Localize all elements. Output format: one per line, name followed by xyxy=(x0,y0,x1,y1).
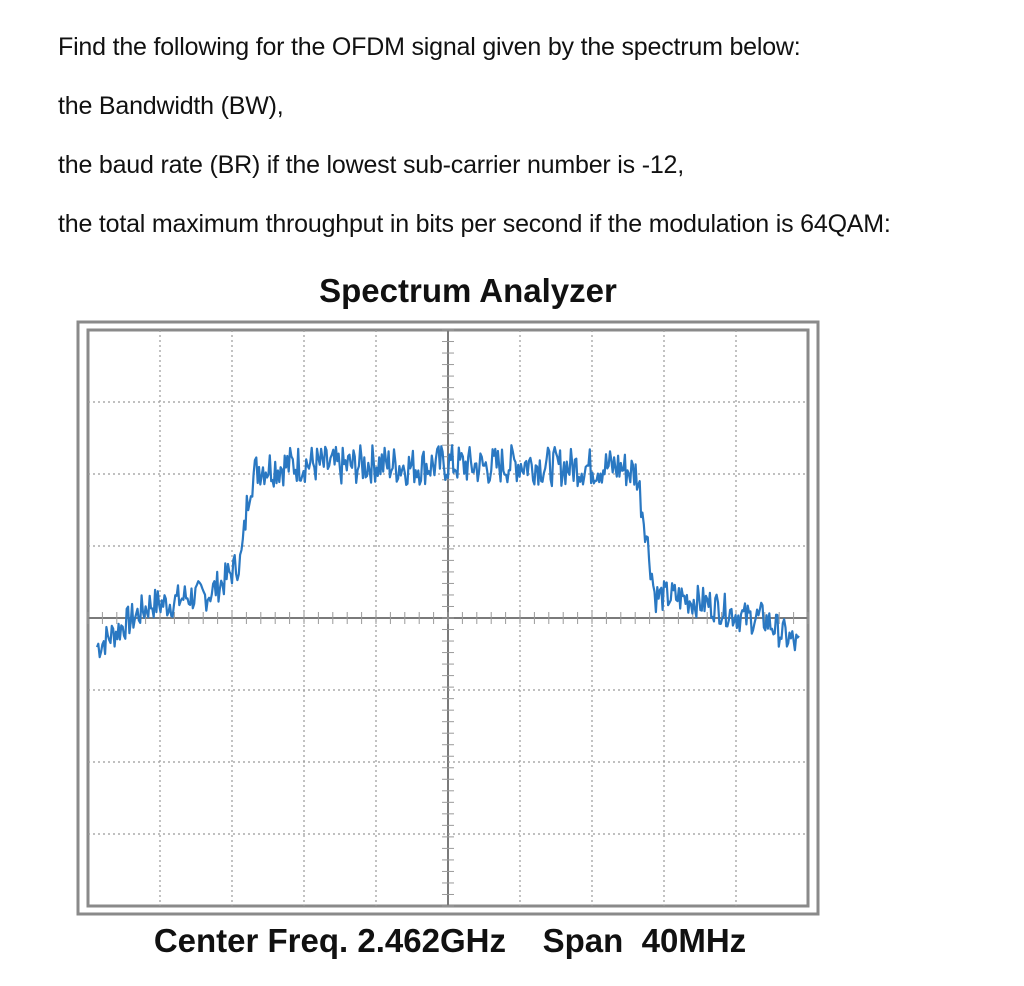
chart-title: Spectrum Analyzer xyxy=(319,272,617,309)
spectrum-analyzer-chart xyxy=(76,320,820,916)
chart-caption: Center Freq. 2.462GHz Span 40MHz xyxy=(153,922,747,959)
question-line: Find the following for the OFDM signal g… xyxy=(58,33,801,61)
question-line: the Bandwidth (BW), xyxy=(58,92,284,120)
spectrum-trace xyxy=(95,444,800,659)
question-line: the baud rate (BR) if the lowest sub-car… xyxy=(58,151,684,179)
chart-frame-outer xyxy=(76,320,820,916)
question-line: the total maximum throughput in bits per… xyxy=(58,210,891,238)
